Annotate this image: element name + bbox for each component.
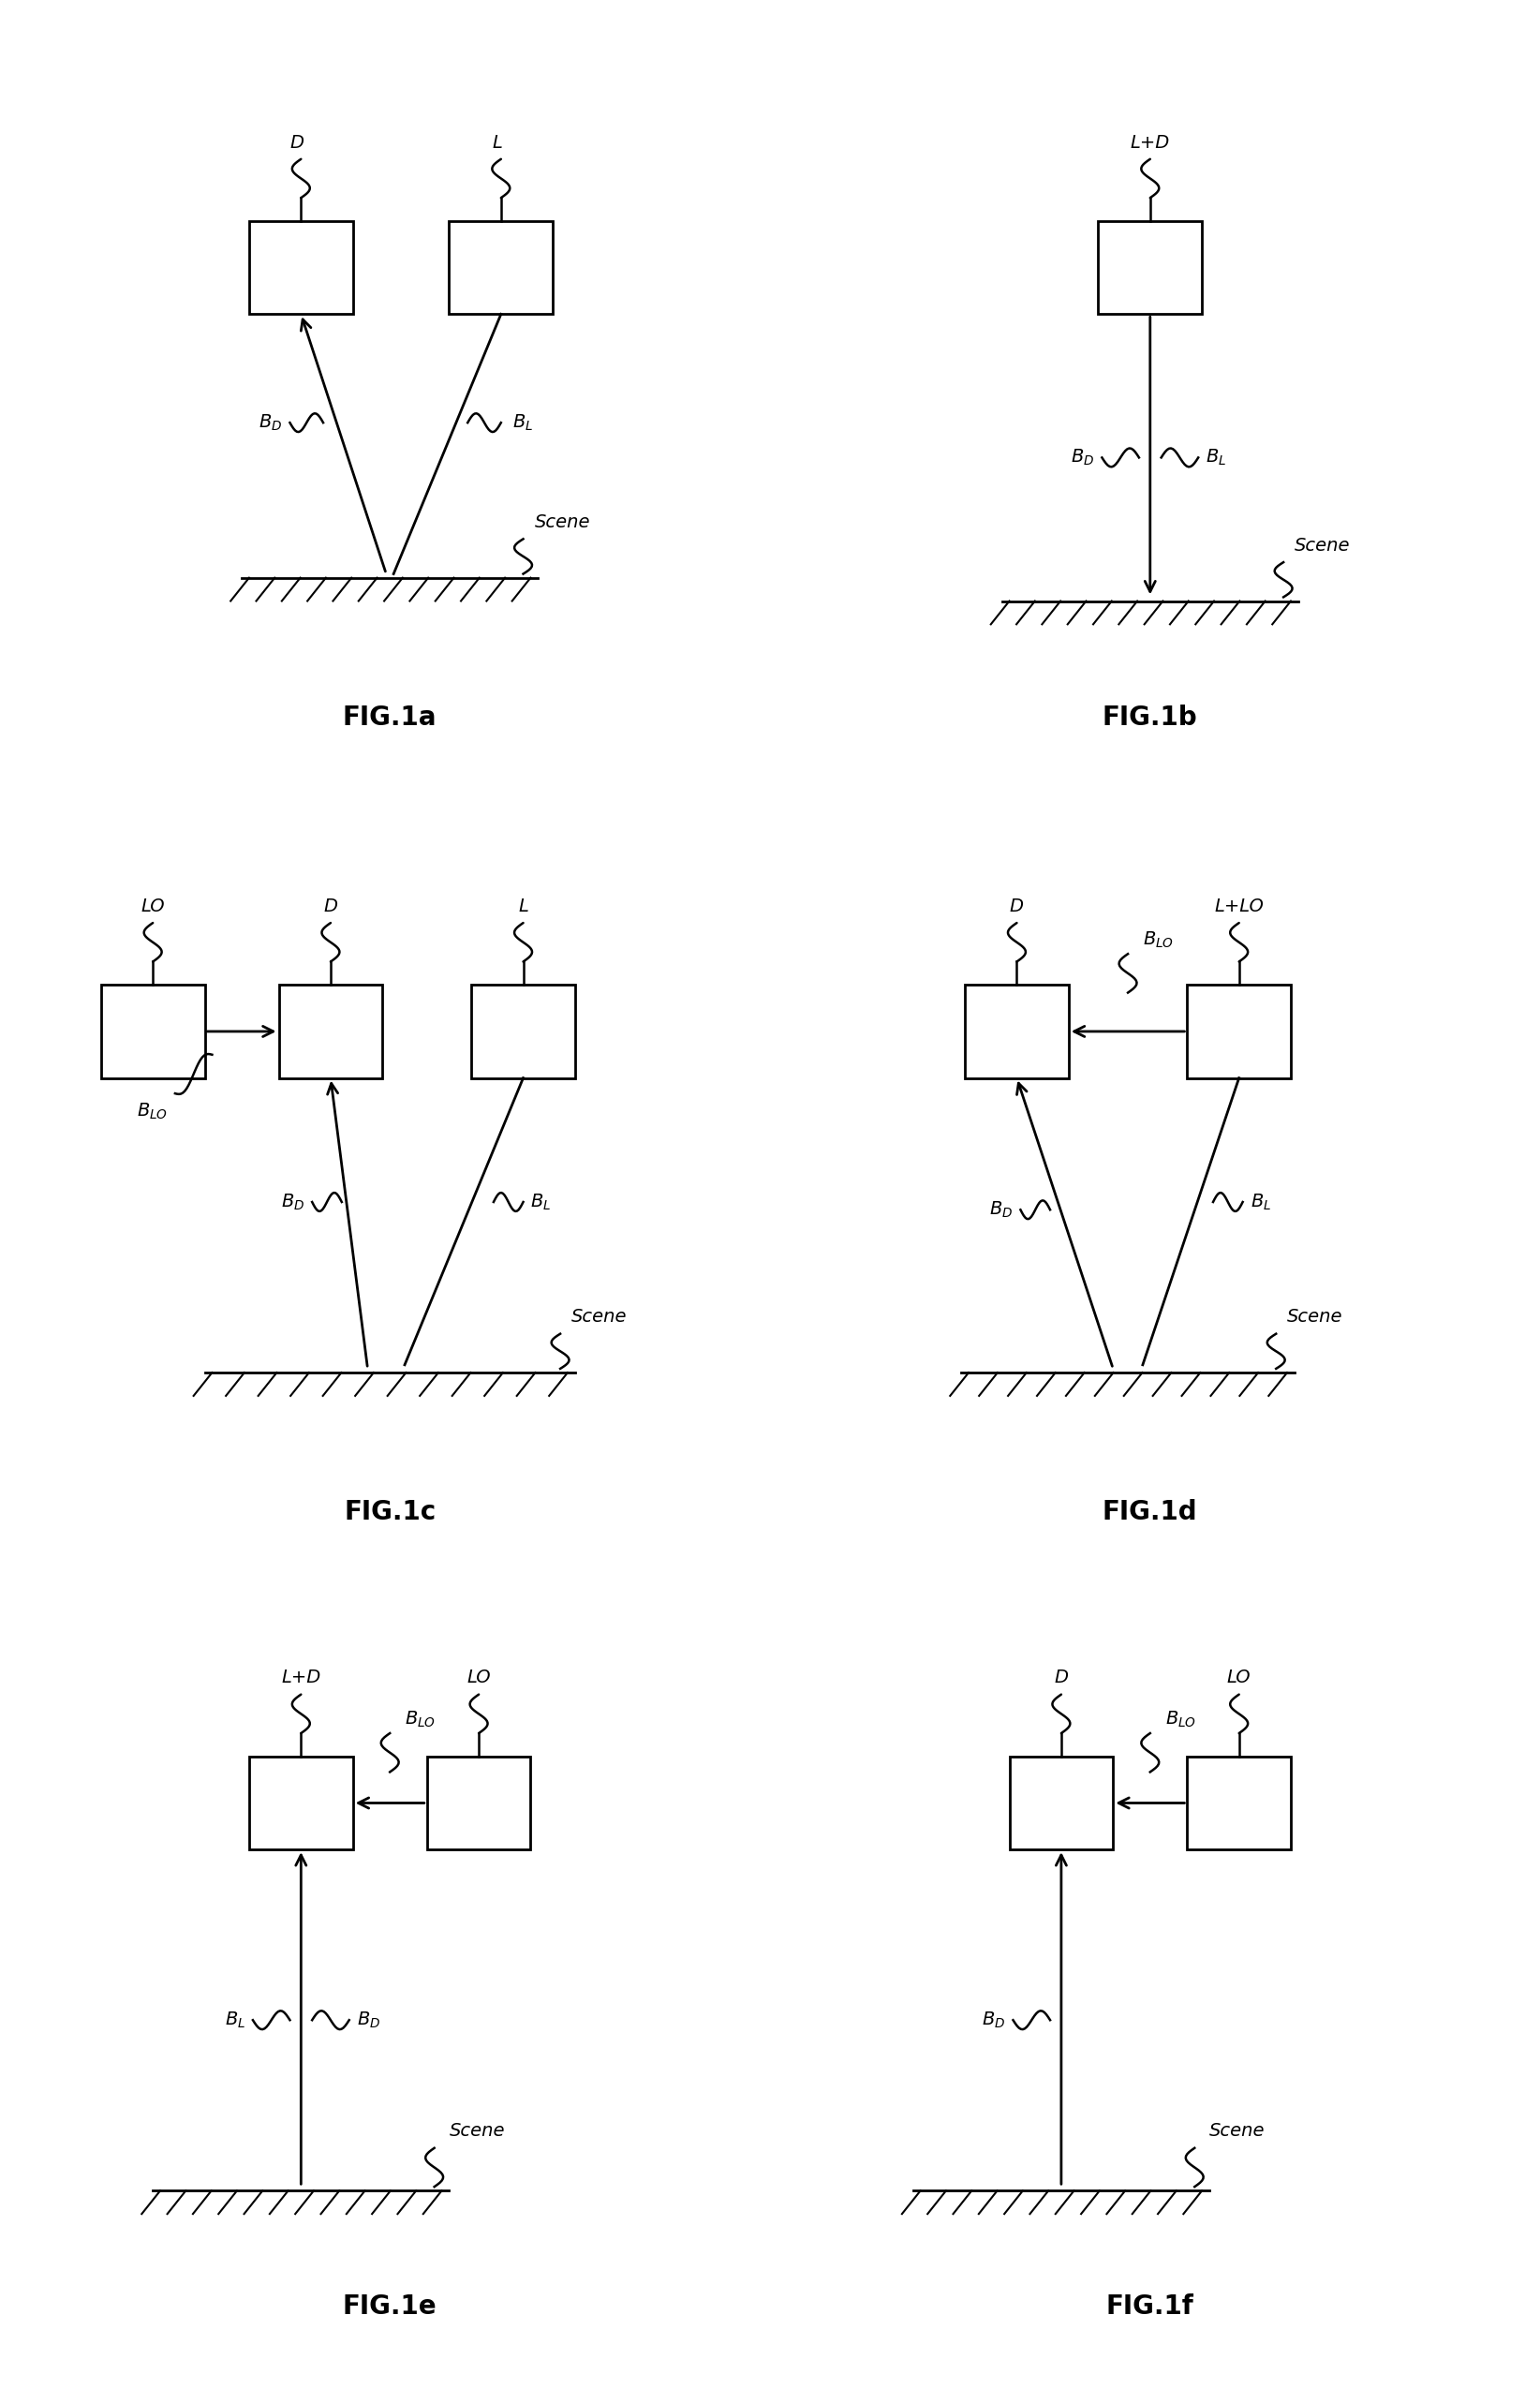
Text: Scene: Scene [1287,1308,1343,1327]
Bar [249,221,353,315]
Text: $B_D$: $B_D$ [1070,447,1095,466]
Bar [1187,986,1291,1077]
Text: D: D [1010,897,1024,916]
Text: $B_{LO}$: $B_{LO}$ [137,1101,168,1120]
Text: Scene: Scene [534,514,590,531]
Bar [102,986,205,1077]
Text: L: L [517,897,528,916]
Text: FIG.1d: FIG.1d [1103,1500,1198,1524]
Text: L+D: L+D [282,1668,320,1688]
Bar [450,221,553,315]
Bar [279,986,382,1077]
Text: $B_{LO}$: $B_{LO}$ [1143,930,1173,950]
Text: FIG.1c: FIG.1c [343,1500,436,1524]
Bar [1098,221,1203,315]
Text: $B_L$: $B_L$ [531,1192,551,1212]
Text: LO: LO [140,897,165,916]
Text: $B_{LO}$: $B_{LO}$ [1164,1709,1197,1728]
Text: $B_L$: $B_L$ [513,413,533,433]
Text: $B_{LO}$: $B_{LO}$ [405,1709,436,1728]
Text: $B_L$: $B_L$ [1206,447,1226,466]
Text: Scene: Scene [450,2123,505,2140]
Bar [966,986,1069,1077]
Text: D: D [290,135,305,151]
Text: D: D [1055,1668,1069,1688]
Text: L+D: L+D [1130,135,1170,151]
Text: L+LO: L+LO [1214,897,1264,916]
Text: Scene: Scene [1209,2123,1266,2140]
Text: $B_D$: $B_D$ [357,2010,380,2029]
Text: $B_L$: $B_L$ [1250,1192,1270,1212]
Text: FIG.1e: FIG.1e [343,2293,437,2320]
Text: FIG.1f: FIG.1f [1106,2293,1194,2320]
Text: $B_D$: $B_D$ [983,2010,1006,2029]
Text: LO: LO [1227,1668,1250,1688]
Text: $B_D$: $B_D$ [282,1192,305,1212]
Text: D: D [323,897,337,916]
Text: Scene: Scene [571,1308,627,1327]
Bar [1009,1757,1113,1849]
Text: $B_D$: $B_D$ [259,413,282,433]
Text: FIG.1b: FIG.1b [1103,704,1198,731]
Bar [427,1757,531,1849]
Text: FIG.1a: FIG.1a [343,704,437,731]
Bar [1187,1757,1291,1849]
Text: L: L [493,135,502,151]
Bar [249,1757,353,1849]
Text: $B_D$: $B_D$ [990,1200,1013,1219]
Text: Scene: Scene [1295,536,1351,555]
Text: $B_L$: $B_L$ [225,2010,245,2029]
Text: LO: LO [467,1668,491,1688]
Bar [471,986,574,1077]
